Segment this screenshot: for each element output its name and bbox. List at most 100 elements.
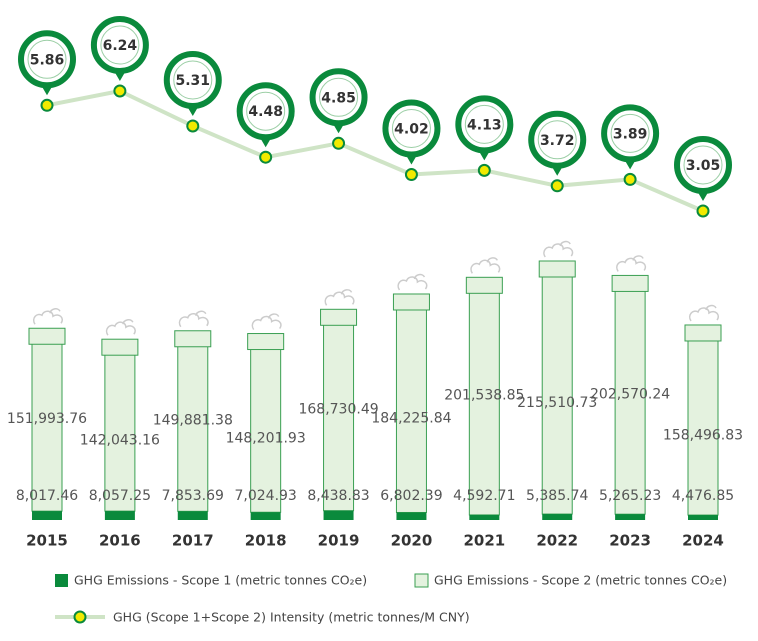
intensity-label: 5.31 [176, 73, 211, 89]
intensity-point [696, 204, 710, 218]
intensity-label: 4.13 [467, 117, 502, 133]
x-tick-label: 2022 [536, 532, 578, 550]
scope1-bar [104, 511, 135, 520]
chimney-cap [684, 324, 722, 342]
scope2-bar [250, 348, 282, 513]
scope1-bar [469, 514, 500, 520]
scope2-bar [541, 275, 573, 515]
legend-swatch [414, 573, 429, 588]
x-tick-label: 2019 [318, 532, 360, 550]
intensity-point [332, 136, 346, 150]
scope1-bar [32, 511, 62, 520]
scope1-label: 8,438.83 [307, 488, 369, 504]
intensity-point [404, 168, 418, 182]
scope1-label: 8,017.46 [16, 488, 78, 504]
intensity-line [46, 88, 704, 213]
chimney-cap [101, 338, 139, 356]
intensity-label: 5.86 [30, 52, 65, 68]
smoke-icon [32, 308, 64, 325]
x-tick-label: 2017 [172, 532, 214, 550]
legend-label: GHG Emissions - Scope 1 (metric tonnes C… [74, 573, 367, 588]
smoke-icon [616, 255, 647, 272]
x-tick-label: 2023 [609, 532, 651, 550]
smoke-icon [543, 240, 574, 258]
scope1-label: 5,385.74 [526, 488, 588, 504]
bubble-inner [391, 109, 431, 149]
scope2-bar [31, 342, 63, 512]
bubble-inner [100, 25, 140, 65]
intensity-point [623, 172, 637, 186]
intensity-point [259, 150, 273, 164]
scope2-label: 142,043.16 [80, 433, 160, 449]
legend-label: GHG Emissions - Scope 2 (metric tonnes C… [434, 573, 727, 588]
chimney-cap [320, 308, 358, 326]
scope1-label: 7,024.93 [234, 488, 296, 504]
scope2-label: 202,570.24 [590, 386, 670, 402]
scope2-label: 151,993.76 [7, 411, 87, 427]
x-tick-label: 2024 [682, 532, 724, 550]
smoke-icon [688, 304, 720, 322]
intensity-label: 6.24 [103, 38, 138, 54]
legend-marker [73, 610, 87, 624]
x-tick-label: 2020 [391, 532, 433, 550]
scope2-label: 158,496.83 [663, 428, 743, 444]
smoke-icon [105, 319, 136, 336]
bubble-inner [246, 91, 286, 131]
scope1-bar [542, 514, 573, 520]
scope2-label: 215,510.73 [517, 395, 597, 411]
x-tick-label: 2016 [99, 532, 141, 550]
scope1-label: 8,057.25 [89, 488, 151, 504]
scope1-bar [615, 514, 646, 520]
intensity-label: 3.89 [613, 126, 648, 142]
chimney-cap [174, 330, 212, 348]
smoke-icon [397, 273, 428, 291]
bubble-inner [537, 120, 577, 160]
intensity-point [477, 163, 491, 177]
chimney-cap [392, 293, 430, 311]
smoke-icon [251, 313, 282, 330]
intensity-label: 4.85 [321, 90, 356, 106]
intensity-label: 4.48 [248, 104, 283, 120]
chimney-cap [247, 333, 285, 351]
legend-label: GHG (Scope 1+Scope 2) Intensity (metric … [113, 610, 470, 625]
bubble-inner [173, 60, 213, 100]
bubble-inner [610, 113, 650, 153]
scope1-label: 6,802.39 [380, 488, 442, 504]
scope1-bar [250, 512, 281, 520]
scope2-label: 168,730.49 [298, 401, 378, 417]
scope2-label: 201,538.85 [444, 388, 524, 404]
scope2-label: 184,225.84 [371, 411, 451, 427]
scope2-label: 149,881.38 [153, 413, 233, 429]
chimney-cap [611, 274, 649, 292]
chimney-cap [28, 327, 66, 345]
scope1-label: 7,853.69 [162, 488, 224, 504]
intensity-label: 3.05 [686, 158, 721, 174]
scope1-bar [323, 510, 354, 520]
scope1-bar [396, 512, 427, 520]
intensity-label: 3.72 [540, 133, 575, 149]
legend-swatch [55, 574, 68, 587]
chimney-cap [538, 260, 576, 278]
scope1-label: 4,476.85 [672, 488, 734, 504]
bubble-inner [319, 77, 359, 117]
intensity-point [40, 98, 54, 112]
bubble-inner [464, 104, 504, 144]
scope2-label: 148,201.93 [226, 430, 306, 446]
scope1-bar [177, 511, 208, 520]
intensity-point [113, 84, 127, 98]
smoke-icon [178, 310, 209, 328]
scope2-bar [104, 353, 136, 512]
x-tick-label: 2021 [463, 532, 505, 550]
scope2-bar [687, 339, 719, 516]
chimney-cap [465, 276, 503, 294]
scope2-bar [395, 308, 427, 513]
scope1-label: 4,592.71 [453, 488, 515, 504]
intensity-point [550, 179, 564, 193]
bubble-inner [27, 39, 67, 79]
scope1-bar [688, 515, 718, 520]
smoke-icon [324, 289, 355, 306]
bubble-inner [683, 145, 723, 185]
scope1-label: 5,265.23 [599, 488, 661, 504]
x-tick-label: 2018 [245, 532, 287, 550]
